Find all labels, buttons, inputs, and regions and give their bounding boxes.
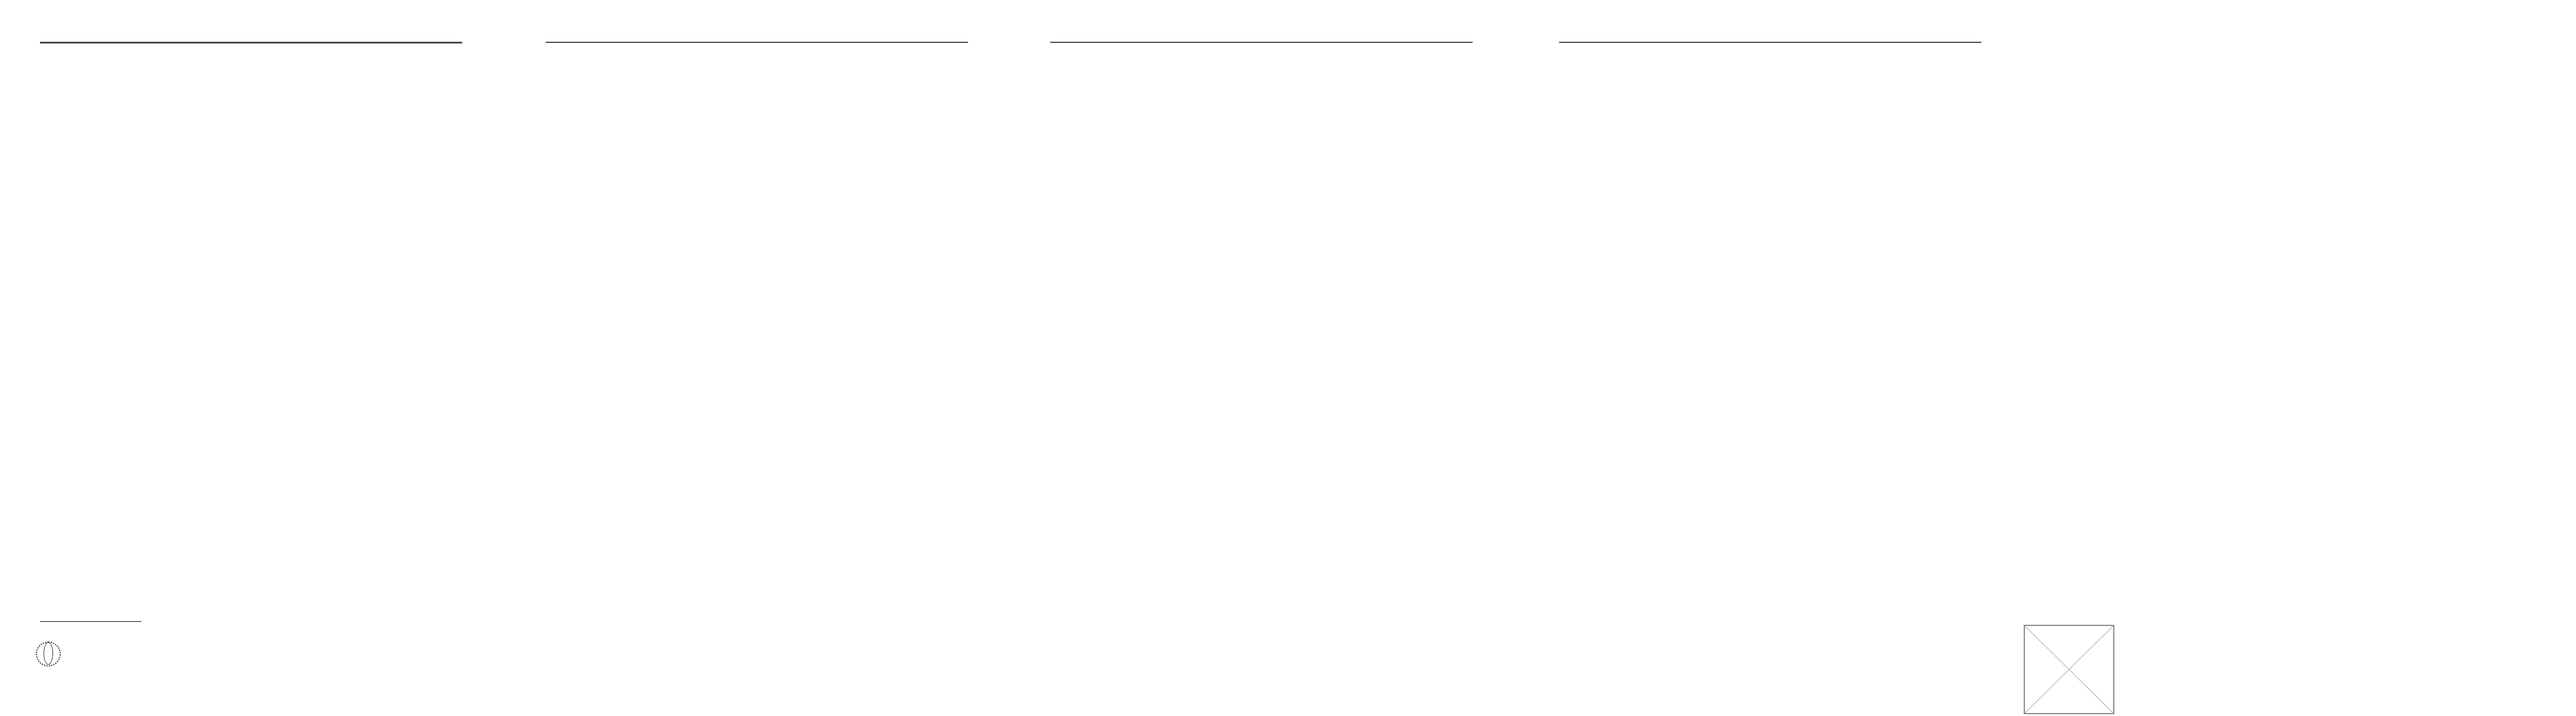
fig2-abs-psac-hd181906	[686, 107, 825, 156]
page-3	[1010, 0, 1516, 715]
fig4-kic6603624-panel	[1050, 219, 1247, 271]
fig2-collapsed-acf-hd181906	[686, 157, 825, 206]
page-1	[0, 0, 505, 715]
fig5-bars-d02	[1375, 428, 1470, 512]
section-4-heading	[1559, 58, 1567, 69]
fig4-hd49933-panel	[1050, 117, 1247, 168]
fig2-collapsed-acf-hd49933	[546, 157, 685, 206]
fig3-panel-linewidth-0.5	[762, 361, 953, 413]
page-2	[506, 0, 1011, 715]
interscience-logo	[36, 639, 191, 675]
fig1-bottom-plot	[262, 345, 404, 461]
fig5-bars-numax	[1375, 82, 1470, 166]
testbild-placeholder	[2024, 625, 2114, 714]
fig5-caption	[1265, 540, 1471, 551]
fig1-caption	[255, 465, 460, 476]
fig4-caption	[1050, 370, 1255, 381]
fig2-psac-map-kic6603624	[826, 57, 966, 106]
fig5-scatter-dnu-psac	[1278, 255, 1372, 339]
fig5-scatter-dnu-tsac	[1278, 169, 1372, 252]
acknowledgements	[1559, 302, 1764, 310]
interscience-globe-icon	[36, 641, 61, 667]
fig3-panel-linewidth-1.0	[762, 309, 953, 360]
fig2-psac-map-hd181906	[686, 57, 825, 106]
header-rule	[1050, 42, 1473, 43]
fig2-abs-psac-kic6603624	[826, 107, 966, 156]
keywords-line	[84, 153, 89, 162]
footnote-rule	[40, 621, 141, 622]
section-2-heading	[40, 442, 48, 453]
fig2-caption	[546, 211, 966, 222]
fig5-bars-d01	[1375, 342, 1470, 425]
header-rule	[546, 42, 968, 43]
fig5-scatter-d01	[1278, 342, 1372, 425]
fig5-bars-dnu-tsac	[1375, 169, 1470, 252]
section-3-heading	[760, 537, 769, 547]
fig5-scatter-d02	[1278, 428, 1372, 512]
fig2-collapsed-acf-kic6603624	[826, 157, 966, 206]
placeholder-x-icon	[2024, 625, 2114, 714]
fig3-panel-linewidth-3.0	[762, 256, 953, 308]
fig5-scatter-numax	[1278, 82, 1372, 166]
fig1-top-plot	[262, 252, 404, 342]
fig5-bars-dnu-psac	[1375, 255, 1470, 339]
header-rule	[1559, 42, 1981, 43]
header-rule	[40, 42, 462, 44]
fig2-psac-map-hd49933	[546, 57, 685, 106]
page-4	[1519, 0, 2024, 715]
fig4-hd181906-panel	[1050, 168, 1247, 219]
fig4-virgo-spm-panel	[1050, 66, 1247, 117]
section-1-heading	[40, 230, 48, 240]
fig4-kic3656476-panel	[1050, 271, 1247, 330]
fig3-caption	[760, 421, 966, 432]
fig2-abs-psac-hd49933	[546, 107, 685, 156]
